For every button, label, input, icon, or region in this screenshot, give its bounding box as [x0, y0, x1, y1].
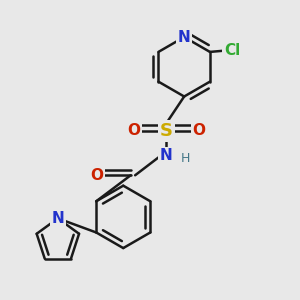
Text: O: O — [90, 168, 103, 183]
Text: O: O — [127, 123, 140, 138]
Text: H: H — [181, 152, 190, 165]
Text: O: O — [193, 123, 206, 138]
Text: N: N — [178, 30, 190, 45]
Text: S: S — [160, 122, 173, 140]
Text: N: N — [52, 211, 64, 226]
Text: Cl: Cl — [224, 43, 240, 58]
Text: N: N — [160, 148, 173, 164]
